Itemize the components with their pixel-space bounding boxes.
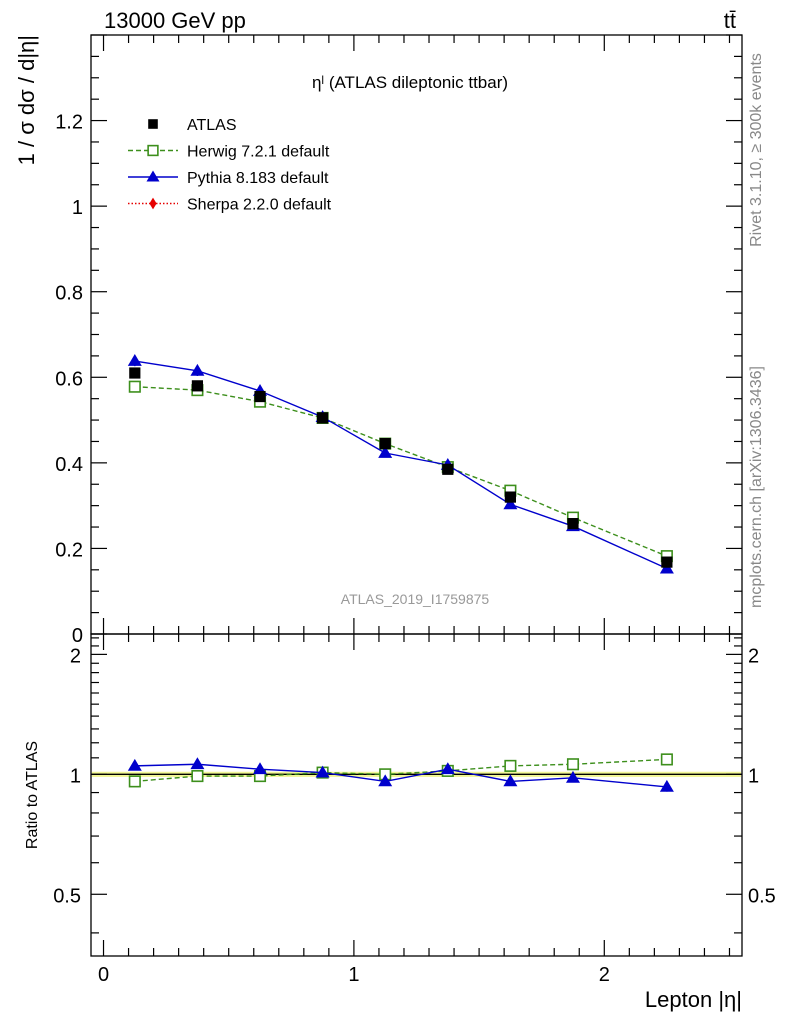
main-y-tick-label: 0.8 xyxy=(55,283,83,305)
legend-item-pythia-8-183-default: Pythia 8.183 default xyxy=(128,170,329,187)
ratio-point xyxy=(127,758,142,771)
main-axis-ticks: 0 0.2 0.4 0.6 0.8 1 1.2 xyxy=(55,34,742,647)
ratio-point xyxy=(440,762,455,775)
data-point xyxy=(504,491,516,503)
ratio-y-tick-label: 0.5 xyxy=(53,885,81,907)
process-label: tt̄ xyxy=(724,8,736,33)
data-point xyxy=(190,363,205,376)
data-point xyxy=(127,354,142,366)
main-y-tick-label: 0.6 xyxy=(55,368,83,390)
ratio-point xyxy=(660,753,673,766)
legend-marker xyxy=(149,197,157,210)
series-atlas xyxy=(129,367,673,568)
data-point xyxy=(317,412,329,424)
legend: ATLAS Herwig 7.2.1 default Pythia 8.183 de… xyxy=(128,117,332,214)
ratio-data-marks xyxy=(91,753,742,792)
series-line xyxy=(134,385,668,557)
main-y-tick-label: 0 xyxy=(72,625,83,647)
rivet-label: Rivet 3.1.10, ≥ 300k events xyxy=(748,53,765,247)
ratio-series-pythia-8-183-default xyxy=(127,757,674,792)
ratio-point xyxy=(191,770,204,783)
x-axis-label: Lepton |η| xyxy=(645,987,742,1012)
ratio-point xyxy=(503,774,518,787)
data-point xyxy=(442,463,454,475)
ratio-point xyxy=(128,775,141,788)
data-point xyxy=(378,446,393,458)
legend-marker xyxy=(147,144,159,157)
ratio-y-tick-label: 1 xyxy=(70,765,81,787)
x-tick-label: 2 xyxy=(599,964,610,986)
legend-label: Herwig 7.2.1 default xyxy=(187,144,330,161)
data-point xyxy=(661,556,673,568)
ratio-series-herwig-7-2-1-default xyxy=(128,753,673,788)
data-point xyxy=(503,497,518,510)
ratio-point xyxy=(315,765,330,778)
legend-marker xyxy=(146,170,160,182)
legend-marker xyxy=(148,119,158,129)
y-axis-label: 1 / σ dσ / d|η| xyxy=(14,35,39,165)
ratio-y-tick-label-right: 0.5 xyxy=(748,885,776,907)
mcplots-label: mcplots.cern.ch [arXiv:1306.3436] xyxy=(748,366,765,608)
ratio-point xyxy=(190,757,205,770)
data-point xyxy=(254,390,266,403)
ratio-axis-label: Ratio to ATLAS xyxy=(24,741,41,849)
ratio-plot-frame xyxy=(90,633,743,957)
main-y-tick-label: 0.2 xyxy=(55,539,83,561)
series-line xyxy=(134,360,668,570)
ratio-panel: 0.5 0.5 1 1 2 2 Ratio to ATLAS xyxy=(24,633,776,957)
main-y-tick-label: 1 xyxy=(72,197,83,219)
energy-label: 13000 GeV pp xyxy=(104,8,246,33)
ratio-y-tick-label-right: 2 xyxy=(748,645,759,667)
main-y-tick-label: 1.2 xyxy=(55,112,83,134)
main-y-tick-label: 0.4 xyxy=(55,454,83,476)
data-point xyxy=(379,438,391,450)
ratio-point xyxy=(659,779,674,792)
data-point xyxy=(128,380,141,393)
chart-title: ηˡ (ATLAS dileptonic ttbar) xyxy=(312,73,508,92)
legend-label: Sherpa 2.2.0 default xyxy=(187,197,332,214)
data-point xyxy=(567,518,579,530)
legend-item-sherpa-2-2-0-default: Sherpa 2.2.0 default xyxy=(128,197,332,214)
ratio-y-tick-label: 2 xyxy=(70,645,81,667)
ratio-point xyxy=(504,759,517,772)
x-tick-label: 1 xyxy=(348,964,359,986)
ratio-point xyxy=(253,762,268,775)
ratio-point xyxy=(565,770,580,783)
data-point xyxy=(191,380,204,392)
x-tick-label: 0 xyxy=(98,964,109,986)
legend-label: Pythia 8.183 default xyxy=(187,170,329,187)
data-point xyxy=(129,367,141,379)
legend-label: ATLAS xyxy=(187,117,237,134)
analysis-id: ATLAS_2019_I1759875 xyxy=(341,591,490,607)
ratio-axis-ticks: 0.5 0.5 1 1 2 2 xyxy=(53,637,776,934)
ratio-point xyxy=(378,774,393,787)
ratio-y-tick-label-right: 1 xyxy=(748,765,759,787)
series-pythia-8-183-default xyxy=(127,354,674,574)
legend-item-herwig-7-2-1-default: Herwig 7.2.1 default xyxy=(128,144,330,161)
ratio-point xyxy=(566,758,580,771)
legend-item-atlas: ATLAS xyxy=(148,117,237,134)
main-data-marks xyxy=(127,354,674,574)
main-panel: 0 0.2 0.4 0.6 0.8 1 1.2 ηˡ (ATLAS dileptonic t… xyxy=(14,34,743,647)
x-axis-ticks: 0 1 2 xyxy=(98,35,731,986)
